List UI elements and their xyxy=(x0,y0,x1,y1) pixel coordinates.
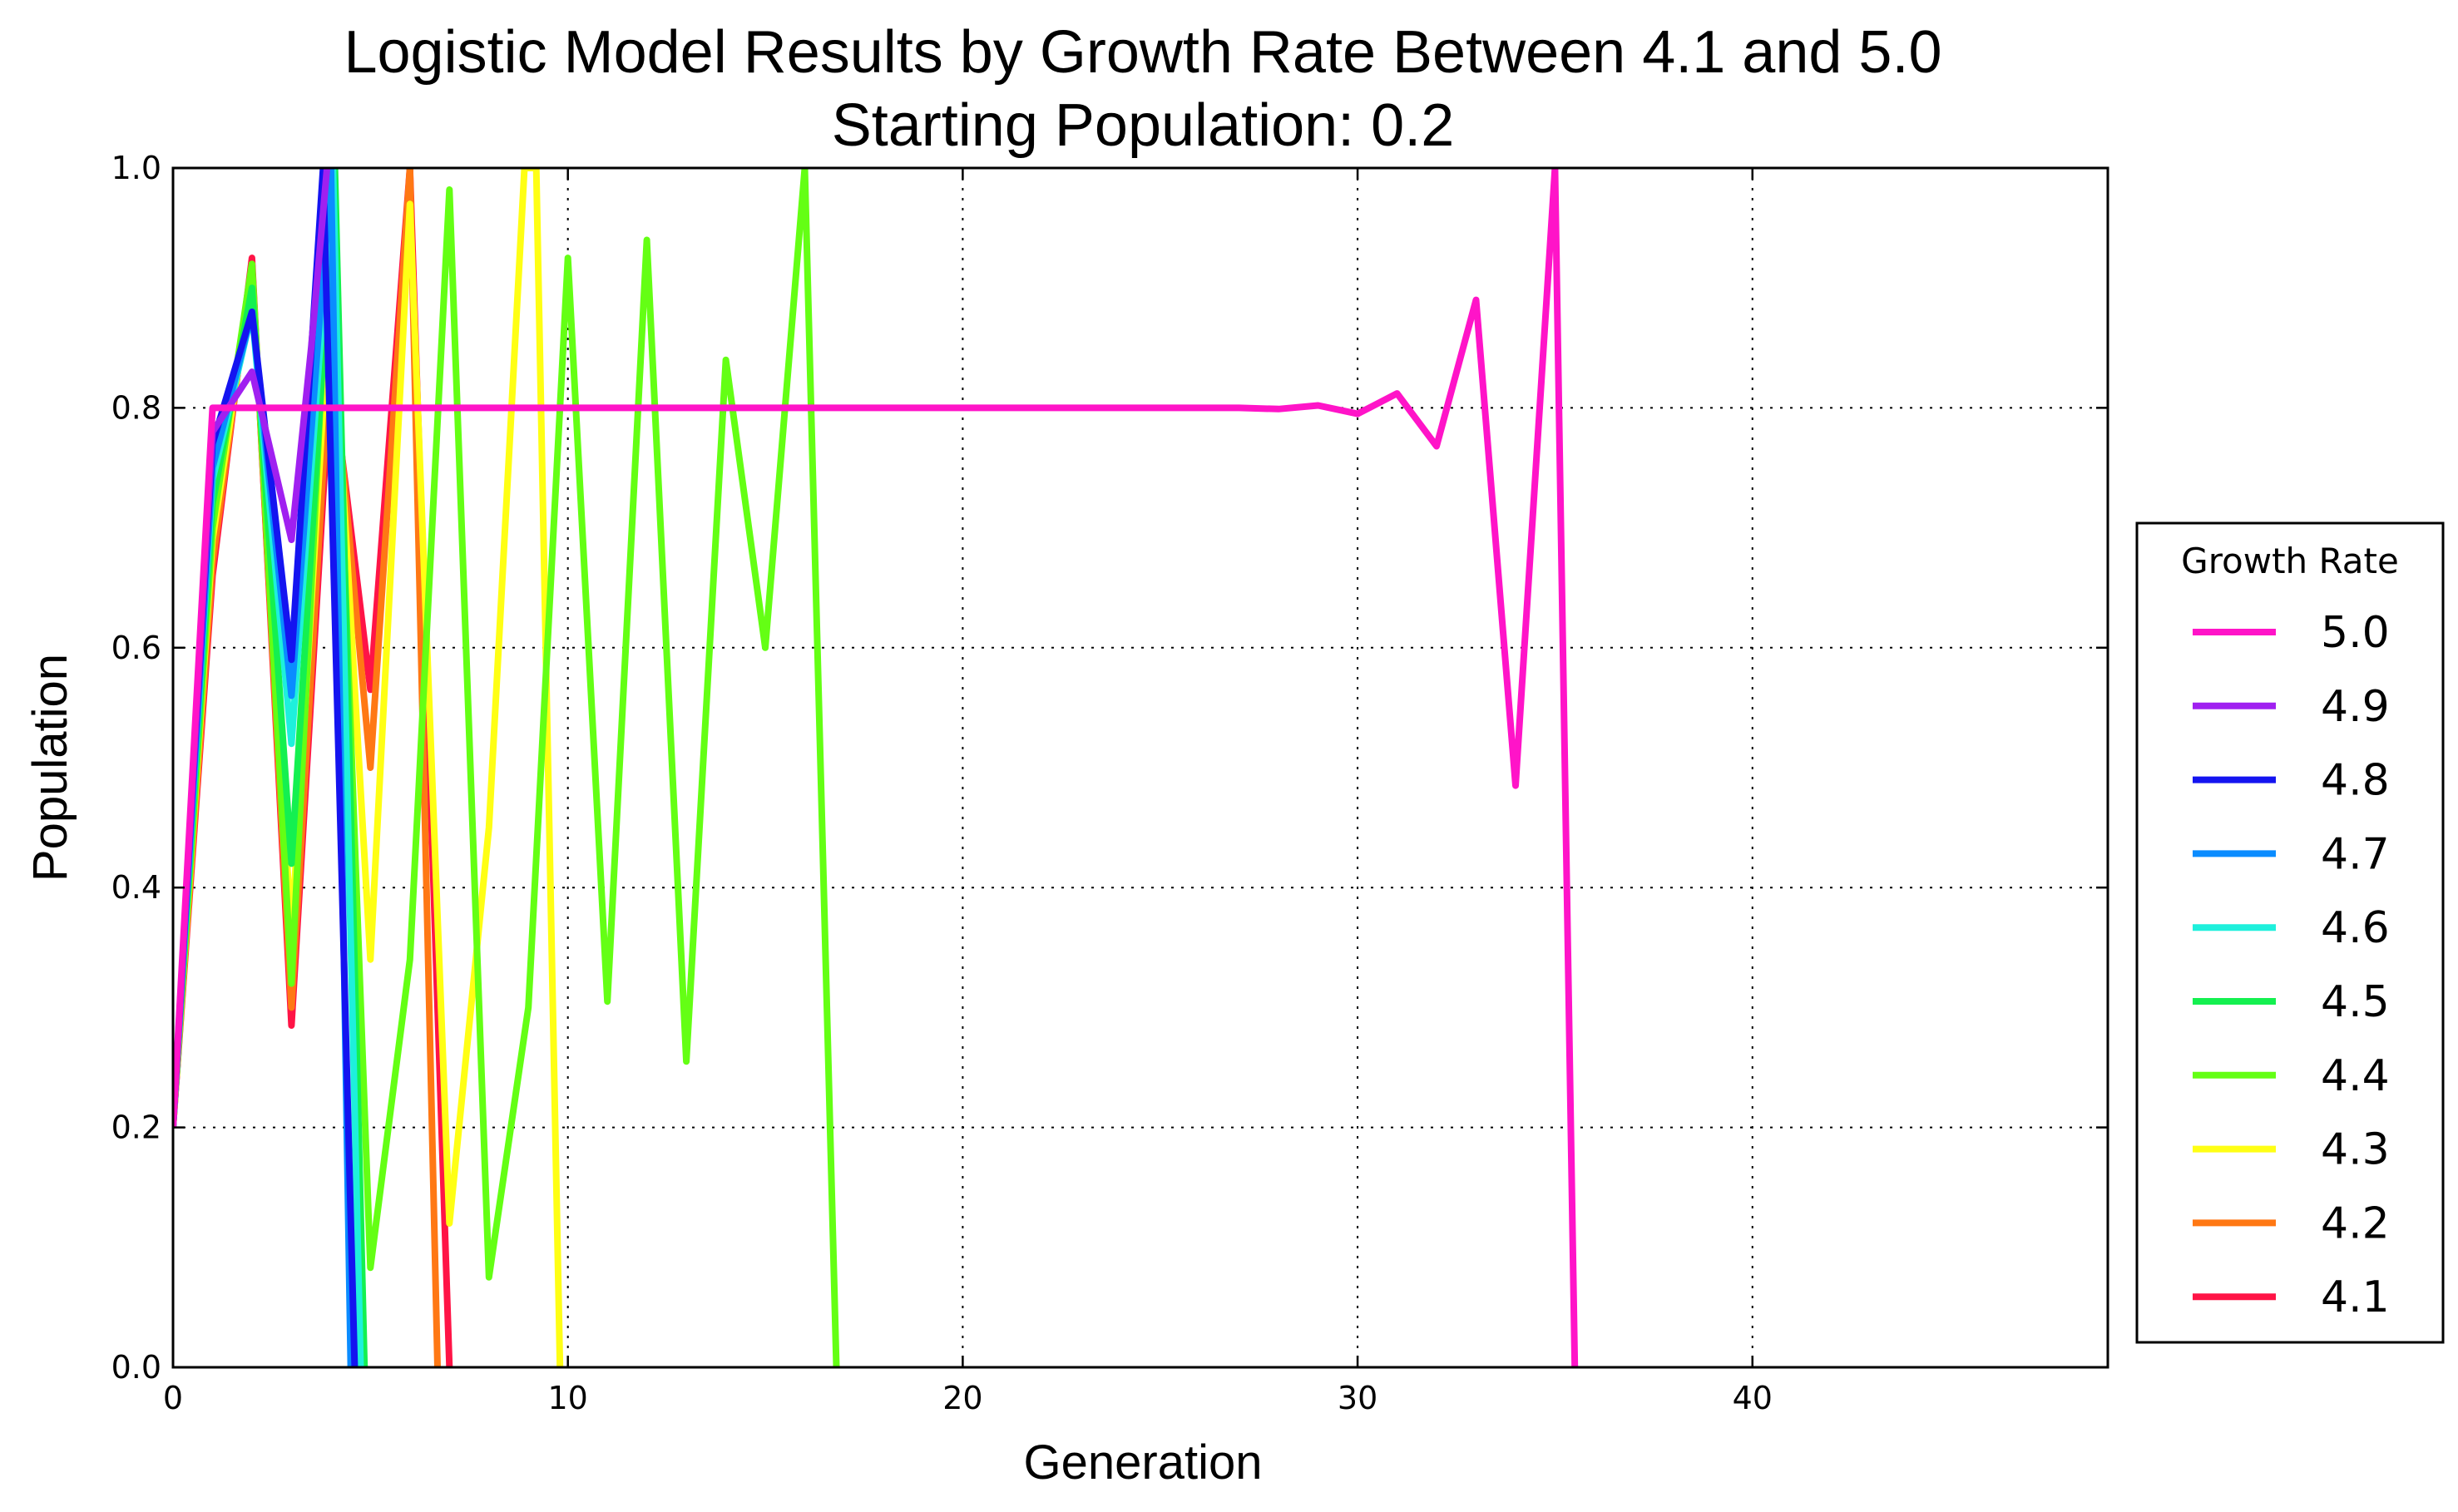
x-axis-label: Generation xyxy=(1024,1435,1263,1490)
chart-title: Logistic Model Results by Growth Rate Be… xyxy=(344,19,1941,86)
chart-subtitle: Starting Population: 0.2 xyxy=(832,92,1455,159)
grid-lines xyxy=(173,168,2108,1367)
legend-label-4-2: 4.2 xyxy=(2321,1198,2390,1248)
y-tick-label: 0.4 xyxy=(111,869,161,906)
series-lines xyxy=(173,168,1579,1367)
axis-ticks: 0 10 20 30 40 0.0 0.2 0.4 0.6 0.8 1.0 xyxy=(111,150,2108,1416)
legend-title: Growth Rate xyxy=(2181,541,2399,581)
series-line-4-4 xyxy=(173,168,840,1367)
legend-label-4-5: 4.5 xyxy=(2321,977,2390,1027)
x-tick-label: 30 xyxy=(1338,1380,1377,1416)
legend-label-4-7: 4.7 xyxy=(2321,829,2390,879)
series-line-5-0 xyxy=(173,168,1579,1367)
x-tick-label: 0 xyxy=(163,1380,183,1416)
y-tick-label: 0.0 xyxy=(111,1349,161,1386)
legend-label-4-4: 4.4 xyxy=(2321,1051,2390,1101)
y-axis-label: Population xyxy=(23,654,77,882)
x-tick-label: 10 xyxy=(548,1380,588,1416)
y-tick-label: 1.0 xyxy=(111,150,161,186)
legend-label-4-6: 4.6 xyxy=(2321,903,2390,953)
y-tick-label: 0.2 xyxy=(111,1109,161,1146)
y-tick-label: 0.8 xyxy=(111,389,161,426)
plot-frame xyxy=(171,166,2109,1369)
x-tick-label: 20 xyxy=(942,1380,982,1416)
legend-box xyxy=(2135,521,2445,1344)
legend-label-5-0: 5.0 xyxy=(2321,608,2390,658)
legend: Growth Rate 5.0 4.9 4.8 4.7 4.6 4.5 4.4 4.3 4.2 4… xyxy=(2135,521,2445,1344)
legend-label-4-8: 4.8 xyxy=(2321,756,2390,806)
x-tick-label: 40 xyxy=(1733,1380,1773,1416)
legend-label-4-9: 4.9 xyxy=(2321,682,2390,732)
legend-label-4-3: 4.3 xyxy=(2321,1125,2390,1175)
legend-label-4-1: 4.1 xyxy=(2321,1272,2390,1322)
y-tick-label: 0.6 xyxy=(111,630,161,666)
